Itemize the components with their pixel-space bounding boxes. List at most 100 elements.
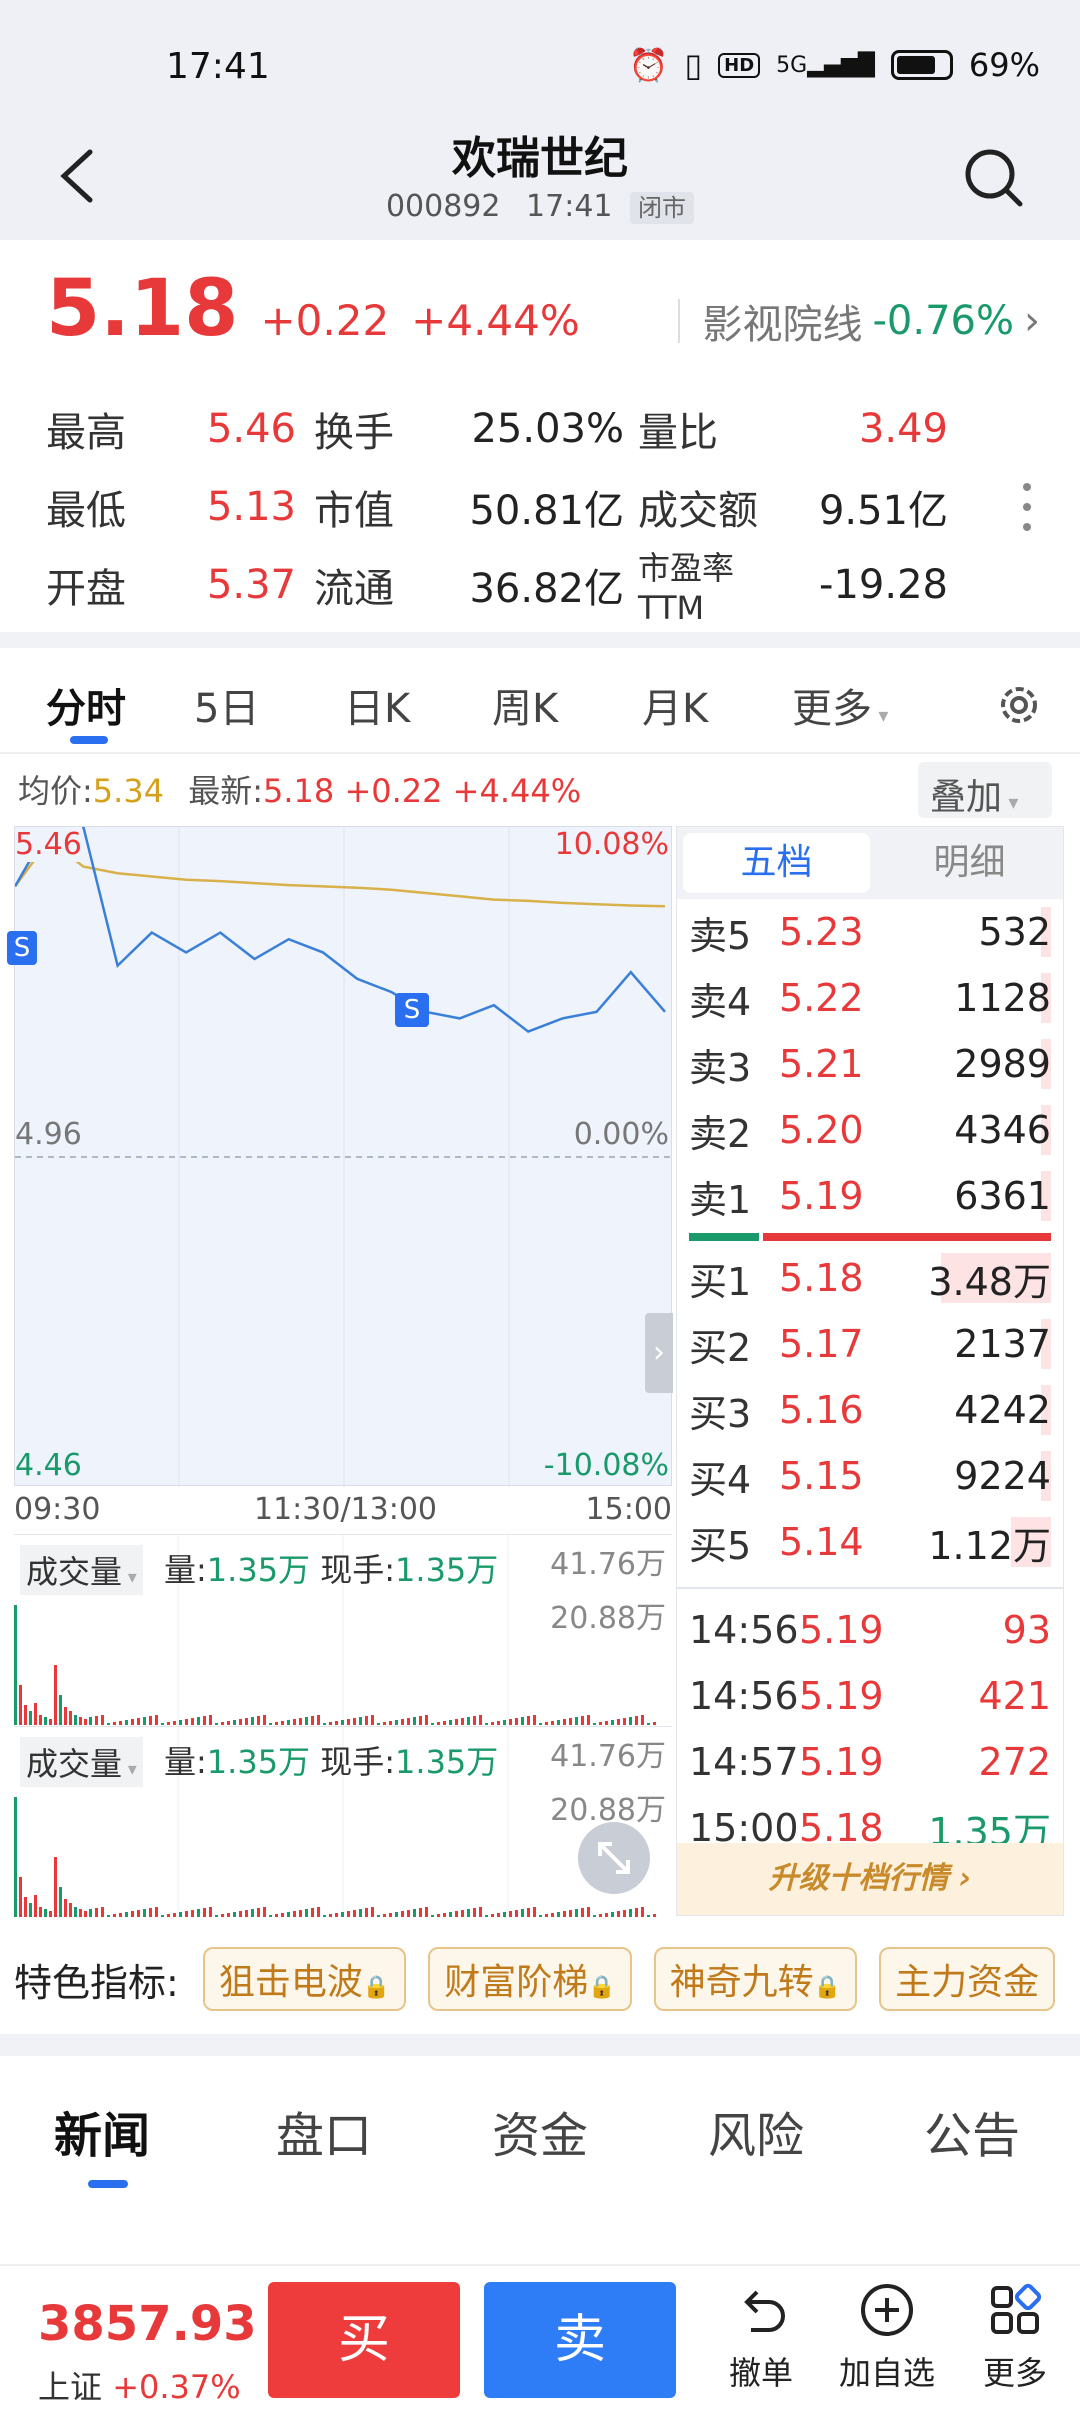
volume-bar <box>281 1721 284 1725</box>
volume-bar <box>161 1723 164 1725</box>
volume-bar <box>455 1911 458 1917</box>
volume-bar <box>209 1715 212 1725</box>
volume-bar <box>14 1797 17 1917</box>
indicator-chip[interactable]: 神奇九转🔒 <box>653 1947 858 2011</box>
volume-bar <box>521 1717 524 1725</box>
upgrade-ten-levels-button[interactable]: 升级十档行情 › <box>677 1843 1063 1915</box>
volume-bar <box>605 1913 608 1917</box>
volume-bar <box>299 1910 302 1917</box>
ask-level-row[interactable]: 卖1 5.19 6361 <box>677 1163 1063 1229</box>
gear-icon[interactable] <box>994 680 1044 730</box>
volume-bar <box>125 1912 128 1917</box>
bid-level-row[interactable]: 买3 5.16 4242 <box>677 1377 1063 1443</box>
volume-bar <box>107 1915 110 1917</box>
volume-bar <box>19 1685 22 1725</box>
volume-bar <box>497 1913 500 1917</box>
tab-weekly-k[interactable]: 周K <box>492 686 559 732</box>
sell-marker-icon[interactable]: S <box>395 993 429 1027</box>
more-dots-icon[interactable] <box>1022 482 1032 532</box>
volume-bar <box>281 1913 284 1917</box>
volume-bar <box>113 1914 116 1917</box>
stats-row: 最低 5.13 市值 50.81亿 成交额 9.51亿 <box>46 484 948 534</box>
tab-funds[interactable]: 资金 <box>492 2108 589 2164</box>
price-line <box>15 827 666 1034</box>
volume-bar <box>101 1907 104 1917</box>
tab-intraday[interactable]: 分时 <box>46 686 126 732</box>
sell-marker-icon[interactable]: S <box>7 931 37 965</box>
tab-more[interactable]: 更多 ▾ <box>792 686 889 732</box>
volume-bar <box>425 1907 428 1917</box>
tab-risk[interactable]: 风险 <box>708 2108 805 2164</box>
volume-bar <box>233 1912 236 1917</box>
tab-trade-detail[interactable]: 明细 <box>933 842 1006 883</box>
volume-bar <box>599 1914 602 1917</box>
volume-panel[interactable]: 成交量 ▾ 量:1.35万 现手:1.35万 41.76万 20.88万 <box>14 1534 672 1725</box>
volume-bar <box>113 1722 116 1725</box>
volume-bar <box>39 1907 42 1917</box>
tab-5day[interactable]: 5日 <box>194 686 260 732</box>
ask-level-row[interactable]: 卖4 5.22 1128 <box>677 965 1063 1031</box>
volume-bar <box>54 1665 57 1725</box>
indicator-chip[interactable]: 主力资金 <box>879 1947 1056 2011</box>
volume-bar <box>407 1718 410 1725</box>
volume-bars <box>14 1605 656 1725</box>
search-icon[interactable] <box>962 146 1026 210</box>
volume-bar <box>323 1723 326 1725</box>
plus-circle-icon <box>861 2284 913 2336</box>
ask-level-row[interactable]: 卖3 5.21 2989 <box>677 1031 1063 1097</box>
volume-bar <box>437 1914 440 1917</box>
tab-five-levels[interactable]: 五档 <box>683 833 870 893</box>
tab-order-flow[interactable]: 盘口 <box>276 2108 373 2164</box>
caret-down-icon: ▾ <box>872 703 889 727</box>
back-arrow-icon[interactable] <box>54 146 102 206</box>
ask-level-row[interactable]: 卖2 5.20 4346 <box>677 1097 1063 1163</box>
bid-level-row[interactable]: 买2 5.17 2137 <box>677 1311 1063 1377</box>
add-watchlist-button[interactable]: 加自选 <box>832 2280 942 2394</box>
cancel-order-button[interactable]: 撤单 <box>706 2280 816 2394</box>
indicator-chip[interactable]: 狙击电波🔒 <box>202 1947 407 2011</box>
more-button[interactable]: 更多 <box>960 2280 1070 2394</box>
overlay-button[interactable]: 叠加 ▾ <box>918 762 1052 818</box>
volume-bar <box>149 1716 152 1725</box>
volume-bar <box>443 1721 446 1725</box>
volume-bar <box>347 1719 350 1725</box>
volume-bar <box>653 1914 656 1917</box>
buy-button[interactable]: 买 <box>268 2282 460 2398</box>
volume-panel[interactable]: 成交量 ▾ 量:1.35万 现手:1.35万 41.76万 20.88万 <box>14 1726 672 1917</box>
volume-bar <box>587 1907 590 1917</box>
bid-level-row[interactable]: 买1 5.18 3.48万 <box>677 1245 1063 1311</box>
sector-link[interactable]: 影视院线 -0.76% › <box>678 292 1040 350</box>
volume-bar <box>89 1717 92 1725</box>
volume-bar <box>407 1910 410 1917</box>
volume-bar <box>191 1910 194 1917</box>
bid-level-row[interactable]: 买5 5.14 1.12万 <box>677 1509 1063 1575</box>
volume-bar <box>563 1911 566 1917</box>
y-bottom-label: 4.46 <box>15 1448 82 1483</box>
volume-bar <box>617 1719 620 1725</box>
volume-bar <box>377 1723 380 1725</box>
volume-bar <box>575 1909 578 1917</box>
volume-bar <box>293 1911 296 1917</box>
volume-bar <box>491 1914 494 1917</box>
volume-bar <box>209 1907 212 1917</box>
index-value[interactable]: 3857.93 <box>38 2296 257 2352</box>
tab-news[interactable]: 新闻 <box>54 2108 151 2164</box>
expand-panel-chevron-icon[interactable]: › <box>645 1313 673 1393</box>
volume-dropdown[interactable]: 成交量 ▾ <box>20 1737 143 1787</box>
volume-bar <box>557 1912 560 1917</box>
sell-button[interactable]: 卖 <box>484 2282 676 2398</box>
tab-monthly-k[interactable]: 月K <box>642 686 709 732</box>
intraday-chart[interactable]: 5.46 10.08% 4.96 0.00% 4.46 -10.08% S S … <box>7 826 673 1487</box>
indicator-chip[interactable]: 财富阶梯🔒 <box>428 1947 632 2011</box>
volume-bar <box>653 1722 656 1725</box>
tab-daily-k[interactable]: 日K <box>344 686 411 732</box>
ask-level-row[interactable]: 卖5 5.23 532 <box>677 899 1063 965</box>
volume-bar <box>89 1909 92 1917</box>
news-tabs: 新闻 盘口 资金 风险 公告 <box>0 2056 1080 2196</box>
volume-dropdown[interactable]: 成交量 ▾ <box>20 1545 143 1595</box>
stats-row: 最高 5.46 换手 25.03% 量比 3.49 <box>46 406 948 456</box>
volume-bar <box>509 1911 512 1917</box>
fullscreen-expand-icon[interactable] <box>578 1822 650 1894</box>
tab-announcements[interactable]: 公告 <box>924 2108 1021 2164</box>
bid-level-row[interactable]: 买4 5.15 9224 <box>677 1443 1063 1509</box>
